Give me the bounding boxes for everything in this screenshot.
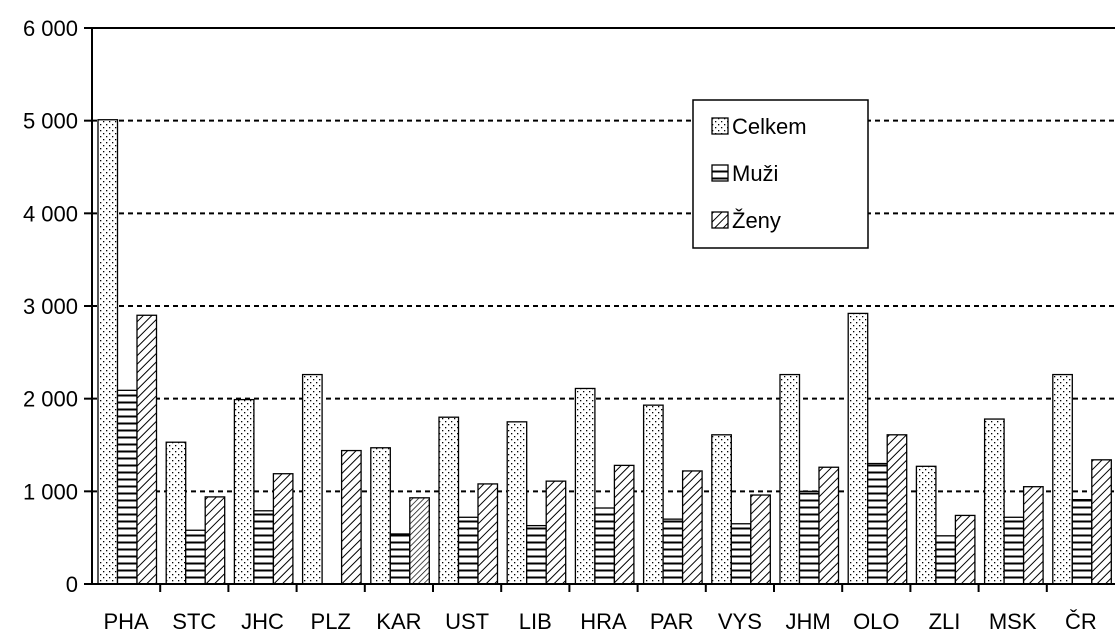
bar-zeny	[272, 473, 294, 585]
bar-celkem	[642, 404, 664, 585]
x-tick-label: LIB	[519, 609, 552, 634]
x-tick-label: PLZ	[311, 609, 351, 634]
x-tick-label: JHM	[785, 609, 830, 634]
x-tick-label: PHA	[103, 609, 149, 634]
bar-muzi	[867, 462, 888, 585]
bar-zeny	[886, 434, 908, 585]
bar-muzi	[253, 510, 275, 585]
bar-muzi	[526, 524, 547, 585]
bar-zeny	[613, 464, 635, 585]
bar-muzi	[662, 518, 684, 585]
x-tick-label: UST	[445, 609, 489, 634]
bar-muzi	[116, 389, 138, 585]
x-tick-label: JHC	[241, 609, 284, 634]
bar-celkem	[1052, 373, 1073, 585]
y-tick-label: 6 000	[23, 16, 78, 41]
bar-celkem	[574, 387, 596, 585]
bar-muzi	[730, 523, 752, 585]
bar-zeny	[681, 470, 703, 585]
x-tick-label: HRA	[580, 609, 627, 634]
x-tick-label: STC	[172, 609, 216, 634]
bar-zeny	[818, 466, 840, 585]
bar-zeny	[136, 314, 158, 585]
bar-celkem	[370, 447, 391, 585]
legend-label-zeny: Ženy	[732, 208, 781, 233]
x-tick-label: KAR	[376, 609, 421, 634]
bar-celkem	[438, 416, 460, 585]
bar-muzi	[798, 490, 820, 585]
bar-zeny	[545, 480, 567, 585]
legend-swatch-celkem	[711, 117, 729, 135]
legend-swatch-muzi	[711, 164, 729, 182]
bars	[97, 119, 1112, 585]
bar-celkem	[233, 398, 255, 585]
y-axis-ticks: 0 1 000 2 000 3 000 4 000 5 000 6 000	[23, 16, 92, 597]
y-tick-label: 0	[66, 572, 78, 597]
legend-swatch-zeny	[711, 211, 729, 229]
bar-zeny	[340, 449, 362, 585]
bar-muzi	[935, 535, 957, 585]
bar-zeny	[409, 497, 430, 585]
y-tick-label: 4 000	[23, 201, 78, 226]
legend-label-celkem: Celkem	[732, 114, 807, 139]
bar-muzi	[185, 529, 206, 585]
bar-celkem	[779, 373, 801, 585]
bar-celkem	[301, 373, 323, 585]
bar-celkem	[711, 434, 732, 585]
bar-zeny	[954, 514, 976, 585]
bar-celkem	[506, 421, 528, 585]
bar-zeny	[204, 496, 226, 585]
y-tick-label: 5 000	[23, 109, 78, 134]
y-tick-label: 2 000	[23, 387, 78, 412]
y-tick-label: 3 000	[23, 294, 78, 319]
x-tick-label: ZLI	[929, 609, 961, 634]
bar-celkem	[165, 441, 187, 585]
bar-celkem	[847, 312, 869, 585]
x-tick-label: PAR	[650, 609, 694, 634]
bar-celkem	[983, 418, 1005, 585]
bar-zeny	[1022, 486, 1044, 585]
bar-zeny	[750, 494, 771, 585]
bar-zeny	[477, 483, 499, 585]
bar-celkem	[915, 465, 937, 585]
bar-muzi	[389, 533, 411, 585]
legend-label-muzi: Muži	[732, 161, 778, 186]
x-tick-label: MSK	[989, 609, 1037, 634]
x-axis-ticks: PHA STC JHC PLZ KAR UST LIB HRA PAR VYS JHM OLO ZLI M…	[103, 584, 1097, 634]
bar-muzi	[457, 516, 479, 585]
bar-muzi	[1071, 499, 1093, 585]
bar-zeny	[1091, 459, 1112, 585]
legend: Celkem Muži Ženy	[692, 99, 869, 249]
bar-muzi	[594, 507, 616, 585]
x-tick-label: VYS	[718, 609, 762, 634]
bar-celkem	[97, 119, 119, 585]
x-tick-label: ČR	[1065, 609, 1097, 634]
x-tick-label: OLO	[853, 609, 899, 634]
y-tick-label: 1 000	[23, 479, 78, 504]
bar-muzi	[1003, 516, 1025, 585]
